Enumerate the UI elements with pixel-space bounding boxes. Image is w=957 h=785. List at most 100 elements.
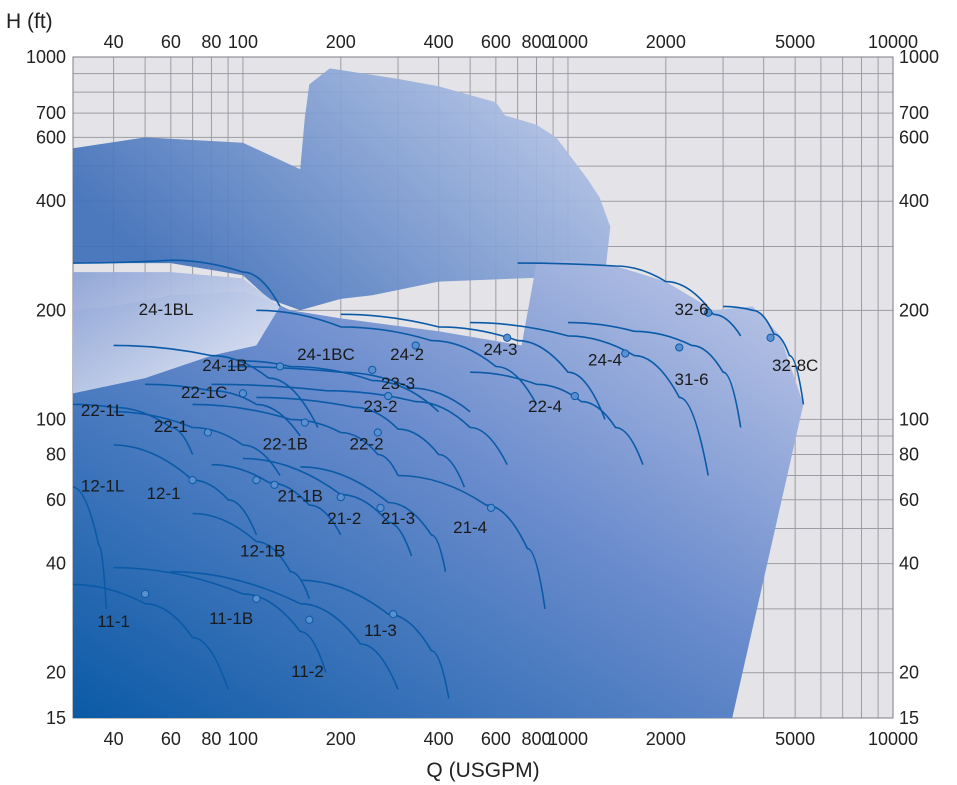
label-22-1B: 22-1B <box>263 434 308 453</box>
curve-32-6 <box>517 262 742 337</box>
y-tick-left: 200 <box>36 300 66 320</box>
x-tick-bottom: 5000 <box>775 729 815 749</box>
x-tick-bottom: 40 <box>104 729 124 749</box>
bep-marker-22-1B <box>300 418 309 427</box>
x-tick-bottom: 60 <box>161 729 181 749</box>
bep-marker-12-1 <box>188 476 197 485</box>
label-24-3: 24-3 <box>483 340 517 359</box>
y-tick-right: 100 <box>899 409 929 429</box>
x-tick-top: 40 <box>104 32 124 52</box>
curve-31-6 <box>567 321 742 428</box>
label-22-4: 22-4 <box>528 397 562 416</box>
curve-32-8C <box>723 305 805 405</box>
bep-marker-22-2 <box>373 428 382 437</box>
label-24-1BL: 24-1BL <box>139 300 194 319</box>
bep-marker-22-4 <box>570 391 579 401</box>
curve-21-1B <box>211 463 342 536</box>
label-11-1B: 11-1B <box>209 609 253 628</box>
curve-21-4 <box>397 474 546 610</box>
x-tick-top: 5000 <box>775 32 815 52</box>
x-tick-top: 60 <box>161 32 181 52</box>
y-tick-left: 1000 <box>26 47 66 67</box>
region-gap-shade <box>73 272 280 394</box>
bep-marker-22-1C <box>238 389 248 398</box>
label-21-1B: 21-1B <box>277 487 322 506</box>
curve-22-1L <box>72 403 194 455</box>
y-tick-right: 80 <box>899 445 919 465</box>
y-tick-right: 1000 <box>899 47 939 67</box>
curve-24-4 <box>470 321 709 476</box>
region-upper-envelope <box>73 68 611 311</box>
x-tick-bottom: 80 <box>201 729 221 749</box>
curve-24-2 <box>256 309 538 405</box>
label-12-1L: 12-1L <box>81 477 124 496</box>
label-21-2: 21-2 <box>327 509 361 528</box>
label-12-1B: 12-1B <box>240 542 285 561</box>
label-21-4: 21-4 <box>453 518 487 537</box>
y-tick-left: 700 <box>36 103 66 123</box>
bep-marker-23-3 <box>368 365 377 374</box>
curve-21-2 <box>242 457 413 557</box>
curve-11-3 <box>300 579 450 699</box>
bep-marker-23-2 <box>384 391 393 401</box>
label-11-2: 11-2 <box>291 662 324 681</box>
y-tick-left: 80 <box>46 445 66 465</box>
x-tick-top: 1000 <box>548 32 588 52</box>
curve-22-2 <box>256 396 466 488</box>
label-24-1BC: 24-1BC <box>297 345 355 364</box>
bep-marker-21-2 <box>336 493 345 502</box>
x-tick-bottom: 2000 <box>646 729 686 749</box>
label-23-2: 23-2 <box>363 397 397 416</box>
bep-marker-11-3 <box>389 610 398 619</box>
label-22-1: 22-1 <box>154 417 188 436</box>
y-tick-right: 40 <box>899 554 919 574</box>
curve-22-4 <box>470 371 644 465</box>
x-tick-bottom: 600 <box>481 729 511 749</box>
label-31-6: 31-6 <box>675 370 709 389</box>
y-tick-right: 200 <box>899 300 929 320</box>
label-12-1: 12-1 <box>147 484 181 503</box>
x-tick-top: 800 <box>521 32 551 52</box>
bep-marker-32-6 <box>704 308 713 317</box>
curve-12-1L <box>72 486 108 609</box>
y-tick-left: 15 <box>46 708 66 728</box>
y-tick-left: 60 <box>46 490 66 510</box>
bep-marker-11-1B <box>252 594 261 603</box>
y-tick-left: 100 <box>36 409 66 429</box>
y-axis-title: H (ft) <box>6 10 53 33</box>
bep-marker-22-1 <box>203 428 212 437</box>
y-tick-right: 700 <box>899 103 929 123</box>
y-tick-left: 400 <box>36 191 66 211</box>
bep-markers <box>141 308 775 624</box>
bep-marker-21-1B <box>252 476 261 485</box>
bep-marker-31-6 <box>675 343 684 352</box>
bep-marker-24-1BC <box>275 362 285 371</box>
y-tick-right: 400 <box>899 191 929 211</box>
x-tick-top: 200 <box>326 32 356 52</box>
bep-marker-24-2 <box>411 341 420 350</box>
x-tick-top: 100 <box>228 32 258 52</box>
curve-24-1B <box>113 344 319 428</box>
x-axis-title: Q (USGPM) <box>426 759 539 782</box>
curve-22-1C <box>145 383 301 437</box>
bep-marker-21-3 <box>376 503 385 512</box>
y-tick-right: 20 <box>899 663 919 683</box>
coverage-regions <box>73 68 804 718</box>
tick-labels: 40 40 60 60 80 80 100 100 200 200 400 400 600 600 800 8… <box>26 32 939 749</box>
label-32-8C: 32-8C <box>772 356 818 375</box>
label-24-4: 24-4 <box>588 350 622 369</box>
x-tick-bottom: 400 <box>424 729 454 749</box>
label-24-2: 24-2 <box>390 345 424 364</box>
label-21-3: 21-3 <box>381 509 415 528</box>
x-tick-bottom: 10000 <box>868 729 918 749</box>
bep-marker-24-4 <box>621 349 630 358</box>
curve-22-1B <box>192 403 399 476</box>
y-tick-right: 60 <box>899 490 919 510</box>
curve-11-2 <box>170 570 399 690</box>
x-tick-top: 80 <box>201 32 221 52</box>
x-tick-bottom: 200 <box>326 729 356 749</box>
x-tick-top: 400 <box>424 32 454 52</box>
label-22-2: 22-2 <box>350 434 384 453</box>
label-22-1C: 22-1C <box>181 383 227 402</box>
